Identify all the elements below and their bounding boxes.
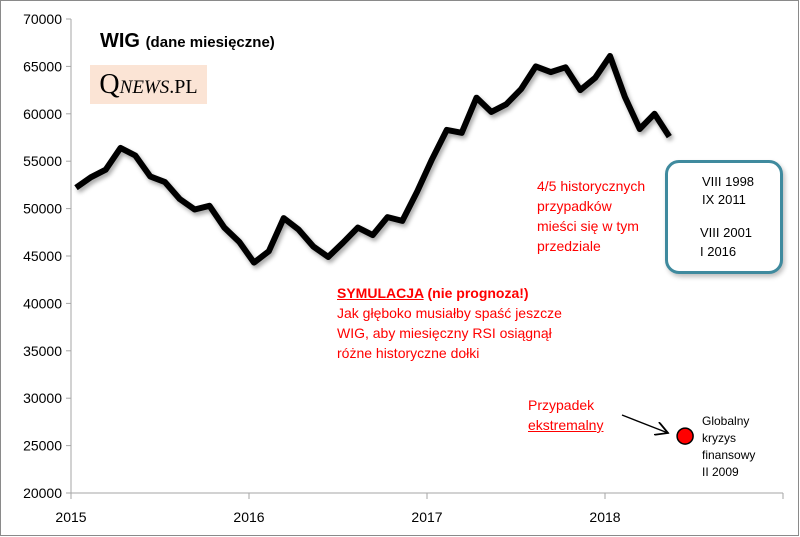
y-tick-label: 30000 bbox=[23, 390, 62, 406]
y-tick-label: 35000 bbox=[23, 343, 62, 359]
global-crisis-label: Globalny kryzys finansowy II 2009 bbox=[702, 414, 756, 479]
historical-annotation: 4/5 historycznych przypadków mieści się … bbox=[537, 178, 646, 254]
y-tick-label: 25000 bbox=[23, 438, 62, 454]
y-tick-label: 60000 bbox=[23, 106, 62, 122]
box-label: VIII 2001 bbox=[700, 225, 753, 240]
y-tick-label: 40000 bbox=[23, 295, 62, 311]
x-tick-label: 2015 bbox=[55, 509, 86, 525]
historical-range-box bbox=[665, 160, 783, 274]
y-tick-label: 70000 bbox=[23, 11, 62, 27]
box-label: VIII 1998 bbox=[702, 174, 755, 189]
y-tick-label: 20000 bbox=[23, 485, 62, 501]
wig-series-line bbox=[74, 53, 672, 266]
box-label: I 2016 bbox=[700, 244, 737, 259]
y-tick-label: 50000 bbox=[23, 201, 62, 217]
qnews-logo: QNEWS.PL bbox=[90, 65, 207, 104]
x-tick-label: 2018 bbox=[589, 509, 620, 525]
extreme-arrow bbox=[621, 414, 668, 433]
y-tick-label: 55000 bbox=[23, 153, 62, 169]
x-tick-label: 2016 bbox=[233, 509, 264, 525]
chart-title: WIG (dane miesięczne) bbox=[100, 30, 275, 52]
x-tick-label: 2017 bbox=[411, 509, 442, 525]
extreme-annotation: Przypadek ekstremalny bbox=[528, 397, 604, 433]
y-tick-label: 45000 bbox=[23, 248, 62, 264]
y-tick-label: 65000 bbox=[23, 58, 62, 74]
simulation-point bbox=[676, 427, 694, 445]
simulation-annotation: SYMULACJA (nie prognoza!) Jak głęboko mu… bbox=[337, 285, 562, 361]
box-label: IX 2011 bbox=[702, 192, 746, 207]
